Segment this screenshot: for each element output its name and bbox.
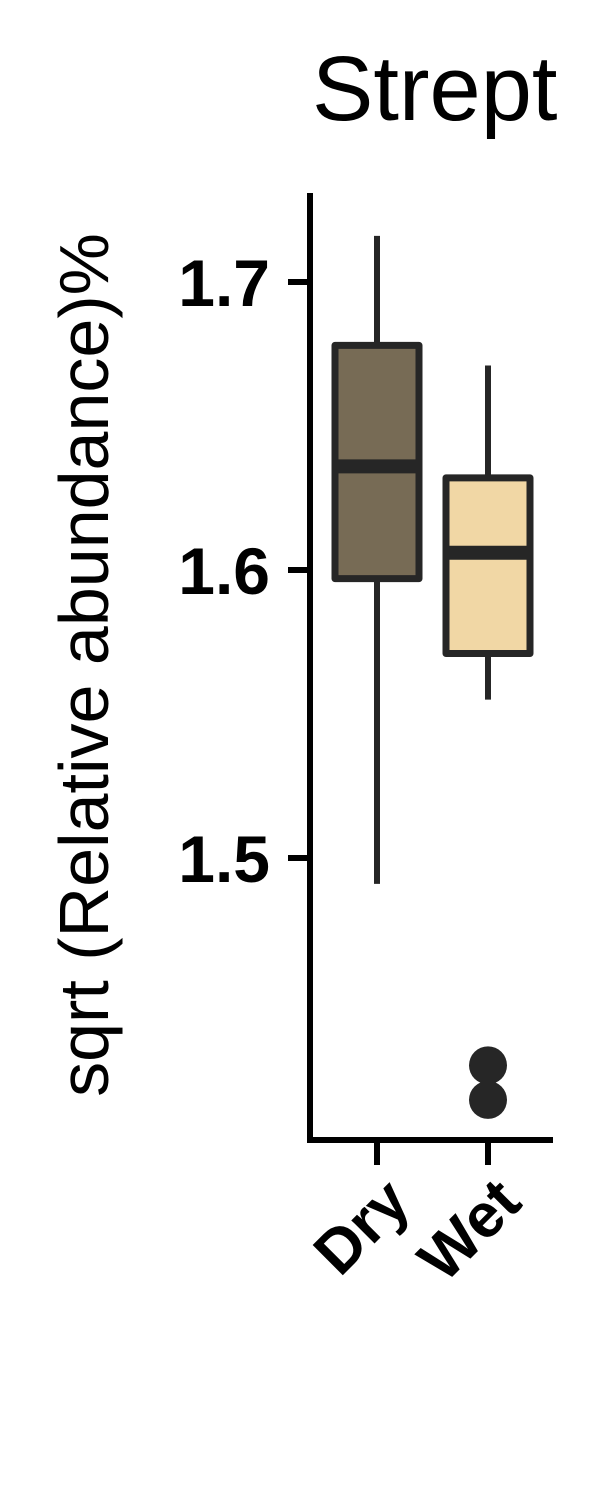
box-body bbox=[442, 474, 534, 658]
y-tick-label: 1.7 bbox=[178, 246, 270, 320]
box-wet bbox=[442, 365, 534, 1119]
box-dry bbox=[331, 235, 423, 884]
boxes-group bbox=[331, 235, 534, 1119]
y-tick-label: 1.5 bbox=[178, 822, 270, 896]
x-tick-label: Dry bbox=[301, 1166, 423, 1288]
chart-title: Strept bbox=[312, 38, 557, 140]
y-ticks: 1.5 1.6 1.7 bbox=[178, 246, 310, 896]
x-tick-label: Wet bbox=[406, 1166, 534, 1294]
y-axis-label: sqrt (Relative abundance)% bbox=[45, 233, 123, 1097]
outlier-point bbox=[469, 1046, 507, 1085]
outlier-point bbox=[469, 1080, 507, 1119]
y-tick-label: 1.6 bbox=[178, 534, 270, 608]
